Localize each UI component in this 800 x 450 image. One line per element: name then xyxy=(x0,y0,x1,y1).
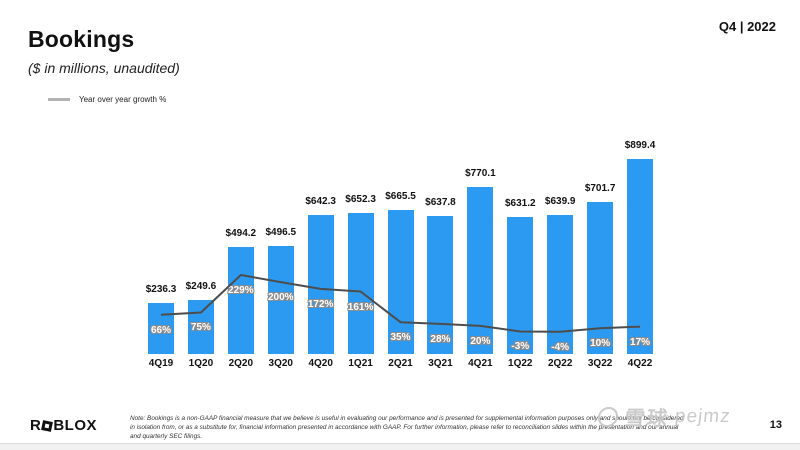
roblox-logo: R BLOX xyxy=(30,417,97,434)
x-axis-label: 3Q22 xyxy=(587,358,613,369)
roblox-tilted-square-icon xyxy=(41,419,54,432)
footnote: Note: Bookings is a non-GAAP financial m… xyxy=(130,414,700,441)
x-axis-label: 1Q20 xyxy=(188,358,214,369)
bar-value-label: $494.2 xyxy=(225,227,257,239)
footnote-line: Note: Bookings is a non-GAAP financial m… xyxy=(130,415,684,422)
x-axis-label: 1Q22 xyxy=(508,358,533,369)
logo-letter-r: R xyxy=(30,417,42,434)
x-axis-label: 3Q21 xyxy=(428,358,453,369)
watermark: 雪球 pejmz xyxy=(596,402,732,431)
watermark-latin-text: pejmz xyxy=(673,405,732,427)
x-axis-label: 4Q20 xyxy=(308,358,333,369)
bar-4Q21 xyxy=(467,187,494,354)
bar-value-label: $770.1 xyxy=(465,168,496,180)
growth-percent-label: -3% xyxy=(511,341,530,353)
x-axis-label: 1Q21 xyxy=(348,358,373,369)
watermark-cn-text: 雪球 xyxy=(623,408,670,430)
growth-percent-label: 10% xyxy=(590,338,611,350)
x-axis-label: 4Q22 xyxy=(627,358,653,369)
growth-percent-label: -4% xyxy=(551,341,570,353)
legend-label: Year over year growth % xyxy=(79,95,167,104)
bar-value-label: $496.5 xyxy=(265,227,297,239)
title-block: Bookings ($ in millions, unaudited) xyxy=(28,26,180,76)
x-axis-label: 3Q20 xyxy=(268,358,293,369)
page-title: Bookings xyxy=(28,26,135,52)
growth-percent-label: 20% xyxy=(470,335,491,347)
footnote-line: and quarterly SEC filings. xyxy=(130,433,203,440)
footnote-line: in isolation from, or as a substitute fo… xyxy=(130,424,679,431)
page-subtitle: ($ in millions, unaudited) xyxy=(28,60,180,76)
bar-2Q22 xyxy=(547,215,574,354)
growth-percent-label: 17% xyxy=(630,336,651,348)
bar-3Q22 xyxy=(587,201,614,354)
period-label: Q4 | 2022 xyxy=(718,19,776,34)
watermark-logo-icon xyxy=(596,406,620,427)
bar-value-label: $642.3 xyxy=(305,195,336,207)
x-axis-label: 2Q22 xyxy=(547,358,573,369)
page-number: 13 xyxy=(769,419,782,431)
bar-value-label: $652.3 xyxy=(345,193,376,205)
x-axis-label: 4Q21 xyxy=(468,358,493,369)
x-axis-label: 2Q21 xyxy=(388,358,413,369)
growth-percent-label: 35% xyxy=(390,332,411,344)
bar-value-label: $639.9 xyxy=(544,196,576,208)
bottom-strip xyxy=(0,443,800,450)
bar-value-label: $637.8 xyxy=(425,196,456,208)
chart-legend: Year over year growth % xyxy=(48,95,166,104)
bar-value-label: $701.7 xyxy=(584,182,616,194)
growth-percent-label: 75% xyxy=(190,322,211,334)
growth-percent-label: 161% xyxy=(347,301,374,313)
x-axis-label: 2Q20 xyxy=(228,358,254,369)
bar-4Q20 xyxy=(307,214,334,354)
legend-line-swatch xyxy=(48,98,70,101)
growth-percent-label: 28% xyxy=(430,333,451,345)
bar-value-label: $665.5 xyxy=(385,190,416,202)
bar-4Q22 xyxy=(627,159,654,354)
bar-1Q22 xyxy=(507,217,534,354)
bar-value-label: $899.4 xyxy=(624,140,656,151)
bar-value-label: $631.2 xyxy=(504,198,536,210)
x-axis-label: 4Q19 xyxy=(148,358,174,369)
logo-letters-blox: BLOX xyxy=(53,417,98,434)
